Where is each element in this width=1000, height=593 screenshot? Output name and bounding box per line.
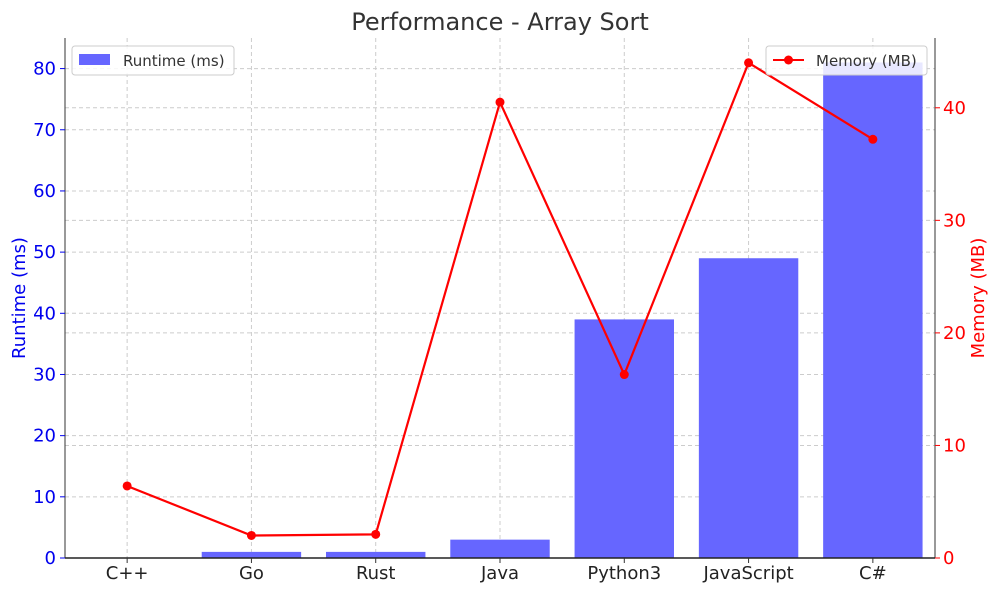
- x-tick-label: JavaScript: [702, 563, 793, 584]
- legend-memory: Memory (MB): [765, 45, 928, 76]
- right-tick-label: 10: [943, 435, 966, 456]
- bar-rust: [326, 551, 426, 558]
- bar-c-: [823, 62, 923, 559]
- y-axis-title: Runtime (ms): [9, 237, 30, 359]
- memory-point-python3: [619, 370, 629, 380]
- legend-memory-box: [765, 45, 928, 76]
- y2-axis-title: Memory (MB): [968, 238, 989, 359]
- left-tick-label: 60: [33, 181, 56, 202]
- left-tick-label: 20: [33, 426, 56, 447]
- memory-point-java: [495, 97, 505, 107]
- legend-runtime: Runtime (ms): [71, 45, 235, 76]
- left-tick-label: 0: [45, 548, 56, 569]
- bar-python3: [574, 319, 674, 558]
- right-tick-label: 0: [943, 548, 954, 569]
- bar-series: [201, 62, 923, 559]
- left-tick-label: 30: [33, 364, 56, 385]
- x-tick-label: C++: [106, 563, 149, 584]
- grid: [65, 38, 935, 559]
- memory-point-c-: [868, 134, 878, 144]
- memory-point-go: [246, 530, 256, 540]
- left-tick-label: 40: [33, 303, 56, 324]
- memory-point-rust: [371, 529, 381, 539]
- memory-point-javascript: [744, 58, 754, 68]
- axes: 0 10 20 30 40 50 60 70 80 0 10 20 30 40 C++ Go Rust Java P…: [9, 38, 989, 584]
- right-tick-label: 40: [943, 98, 966, 119]
- x-tick-label: C#: [859, 563, 887, 584]
- legend-memory-marker: [784, 55, 793, 65]
- legend-memory-label: Memory (MB): [816, 52, 917, 70]
- x-tick-label: Go: [239, 563, 264, 584]
- x-tick-label: Java: [480, 563, 519, 584]
- left-tick-label: 10: [33, 487, 56, 508]
- bar-go: [201, 551, 302, 558]
- x-tick-label: Python3: [587, 563, 661, 584]
- chart-title: Performance - Array Sort: [351, 8, 648, 36]
- left-tick-label: 80: [33, 59, 56, 80]
- right-tick-label: 20: [943, 323, 966, 344]
- left-tick-label: 50: [33, 242, 56, 263]
- right-tick-label: 30: [943, 210, 966, 231]
- bar-java: [450, 539, 550, 558]
- legend-runtime-label: Runtime (ms): [123, 52, 225, 70]
- legend-runtime-swatch: [79, 54, 110, 65]
- line-series: [122, 58, 878, 540]
- legend-runtime-box: [71, 45, 235, 76]
- memory-point-c-: [122, 481, 132, 491]
- left-tick-label: 70: [33, 120, 56, 141]
- x-tick-label: Rust: [356, 563, 396, 584]
- bar-javascript: [698, 258, 799, 558]
